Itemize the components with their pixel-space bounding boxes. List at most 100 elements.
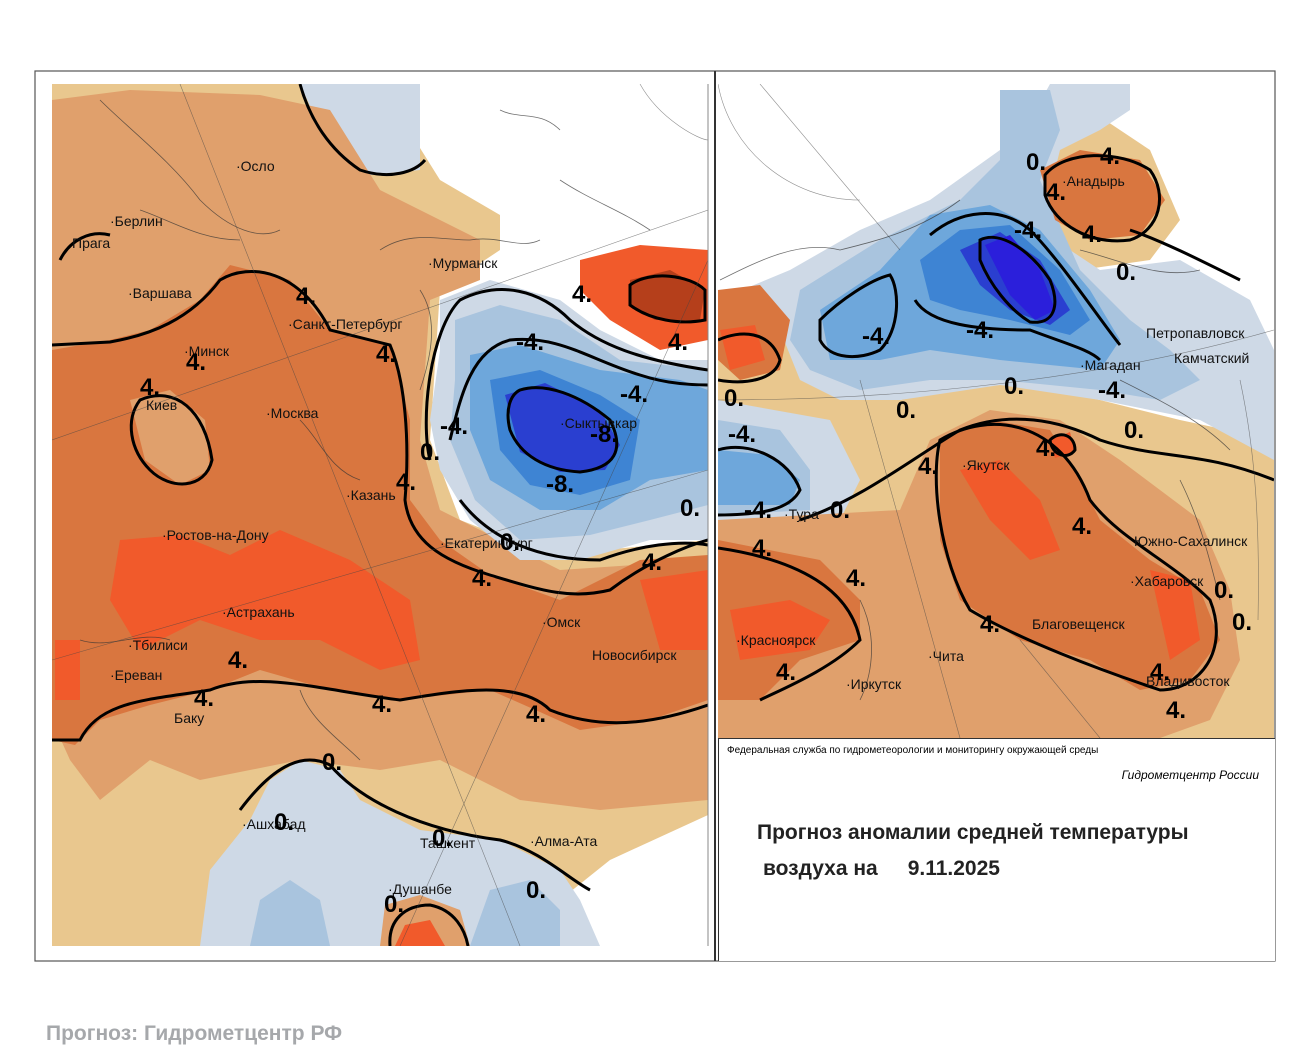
map-subtitle: воздуха на 9.11.2025	[763, 857, 1000, 881]
iso-label: 0.	[896, 397, 916, 424]
isoline-labels-left: 4. 4. 4. 4. 4. 4. 4. 4. 4. 4. 4. 4. 4. -…	[140, 281, 700, 918]
iso-label: 4.	[472, 565, 492, 592]
zone-dark-red-ne	[630, 270, 705, 320]
iso-label: -4.	[1098, 377, 1126, 404]
city-baku: Баку	[174, 710, 204, 726]
iso-label: 0.	[1214, 577, 1234, 604]
isolines-right	[718, 154, 1274, 702]
iso-label: -4.	[516, 329, 544, 356]
iso-label: 4.	[1166, 697, 1186, 724]
graticule-left	[52, 84, 708, 946]
city-minsk: ·Минск	[184, 343, 230, 359]
iso-label: 4.	[228, 647, 248, 674]
iso-label: 0.	[830, 497, 850, 524]
iso-label: 4.	[376, 341, 396, 368]
city-alma-ata: ·Алма-Ата	[530, 833, 598, 849]
left-map-panel: ·Осло ·Берлин Прага ·Варшава ·Мурманск ·…	[52, 84, 708, 946]
iso-label: 0.	[274, 809, 294, 836]
city-prague: Прага	[72, 235, 110, 251]
iso-label: -4.	[966, 317, 994, 344]
city-krasnoyarsk: ·Красноярск	[736, 632, 816, 648]
iso-label: -4.	[440, 413, 468, 440]
subtitle-text: воздуха на	[763, 857, 878, 880]
zone-cool-deep-right	[985, 235, 1055, 320]
iso-label: 4.	[372, 691, 392, 718]
iso-label: 0.	[1232, 609, 1252, 636]
city-anadyr: ·Анадырь	[1062, 173, 1125, 189]
city-yekaterinburg: ·Екатеринбург	[440, 535, 533, 551]
iso-label: 4.	[1082, 221, 1102, 248]
city-kamchatsky: Камчатский	[1174, 350, 1249, 366]
iso-label: 4.	[296, 283, 316, 310]
iso-label: 0.	[322, 749, 342, 776]
city-yakutsk: ·Якутск	[962, 457, 1010, 473]
city-kazan: ·Казань	[346, 487, 396, 503]
isoline-labels-right: 4. 4. 4. 4. 4. 4. 4. 4. 4. 4. 4. 4. -4. …	[724, 143, 1252, 724]
city-berlin: ·Берлин	[110, 213, 163, 229]
iso-label: 0.	[526, 877, 546, 904]
city-tbilisi: ·Тбилиси	[128, 637, 188, 653]
zone-warm-light-kiev	[130, 390, 210, 485]
iso-label: 4.	[668, 329, 688, 356]
zone-warm-strong-east	[640, 570, 708, 650]
city-moscow: ·Москва	[266, 405, 319, 421]
iso-label: -4.	[728, 421, 756, 448]
agency-name: Федеральная служба по гидрометеорологии …	[727, 745, 1099, 756]
iso-label: 4.	[526, 701, 546, 728]
coastlines-left	[79, 99, 651, 761]
iso-label: 4.	[1072, 513, 1092, 540]
city-khabarovsk: ·Хабаровск	[1130, 573, 1204, 589]
map-title: Прогноз аномалии средней температуры	[757, 821, 1189, 844]
city-saint-petersburg: ·Санкт-Петербург	[288, 316, 402, 332]
zone-cool-strong-urals	[505, 383, 620, 472]
city-markers-right: ·Анадырь Петропавловск Камчатский ·Магад…	[736, 173, 1249, 692]
zone-warm-strong-dushanbe	[395, 920, 445, 946]
city-novosibirsk: Новосибирск	[592, 647, 677, 663]
city-yerevan: ·Ереван	[110, 667, 162, 683]
iso-label: 0.	[420, 439, 440, 466]
city-rostov: ·Ростов-на-Дону	[162, 527, 269, 543]
iso-label: 4.	[194, 685, 214, 712]
city-magadan: ·Магадан	[1080, 357, 1141, 373]
city-vladivostok: Владивосток	[1146, 673, 1230, 689]
zone-warm-strong-krasnoyarsk	[730, 600, 830, 660]
iso-label: 4.	[918, 453, 938, 480]
iso-label: 4.	[572, 281, 592, 308]
iso-label: 0.	[680, 495, 700, 522]
iso-label: -4.	[744, 497, 772, 524]
iso-label: 4.	[1036, 435, 1056, 462]
iso-label: 4.	[642, 549, 662, 576]
city-astrakhan: ·Астрахань	[222, 604, 295, 620]
iso-label: -8.	[590, 421, 618, 448]
city-chita: ·Чита	[928, 648, 964, 664]
city-murmansk: ·Мурманск	[428, 255, 498, 271]
zone-cool-light-south2	[470, 880, 560, 946]
zone-neutral-cool-north	[300, 84, 420, 175]
iso-label: 4.	[1046, 179, 1066, 206]
city-yuzhno-sakhalinsk: Южно-Сахалинск	[1134, 533, 1248, 549]
iso-label: 4.	[1100, 143, 1120, 170]
city-irkutsk: ·Иркутск	[846, 676, 902, 692]
zone-cool-light-south	[250, 880, 330, 946]
iso-label: 4.	[140, 374, 160, 401]
zone-warm-strong-west	[55, 640, 80, 700]
iso-label: 4.	[1150, 659, 1170, 686]
iso-label: 0.	[432, 825, 452, 852]
iso-label: 0.	[500, 529, 520, 556]
iso-label: 4.	[752, 535, 772, 562]
city-omsk: ·Омск	[542, 614, 581, 630]
zone-warm-strong-yakutsk	[960, 460, 1060, 560]
city-kiev: Киев	[146, 397, 177, 413]
forecast-date: 9.11.2025	[907, 857, 1000, 880]
isolines-left	[52, 84, 708, 946]
coastlines-right	[719, 199, 1231, 701]
iso-label: 0.	[1124, 417, 1144, 444]
city-tura: ·Тура	[784, 506, 819, 522]
iso-label: 0.	[384, 891, 404, 918]
iso-label: 4.	[186, 349, 206, 376]
city-oslo: ·Осло	[236, 158, 275, 174]
zone-warm-strong-khabarovsk	[1150, 570, 1200, 660]
city-blagoveshchensk: Благовещенск	[1032, 616, 1126, 632]
city-ashgabat: ·Ашхабад	[242, 816, 306, 832]
